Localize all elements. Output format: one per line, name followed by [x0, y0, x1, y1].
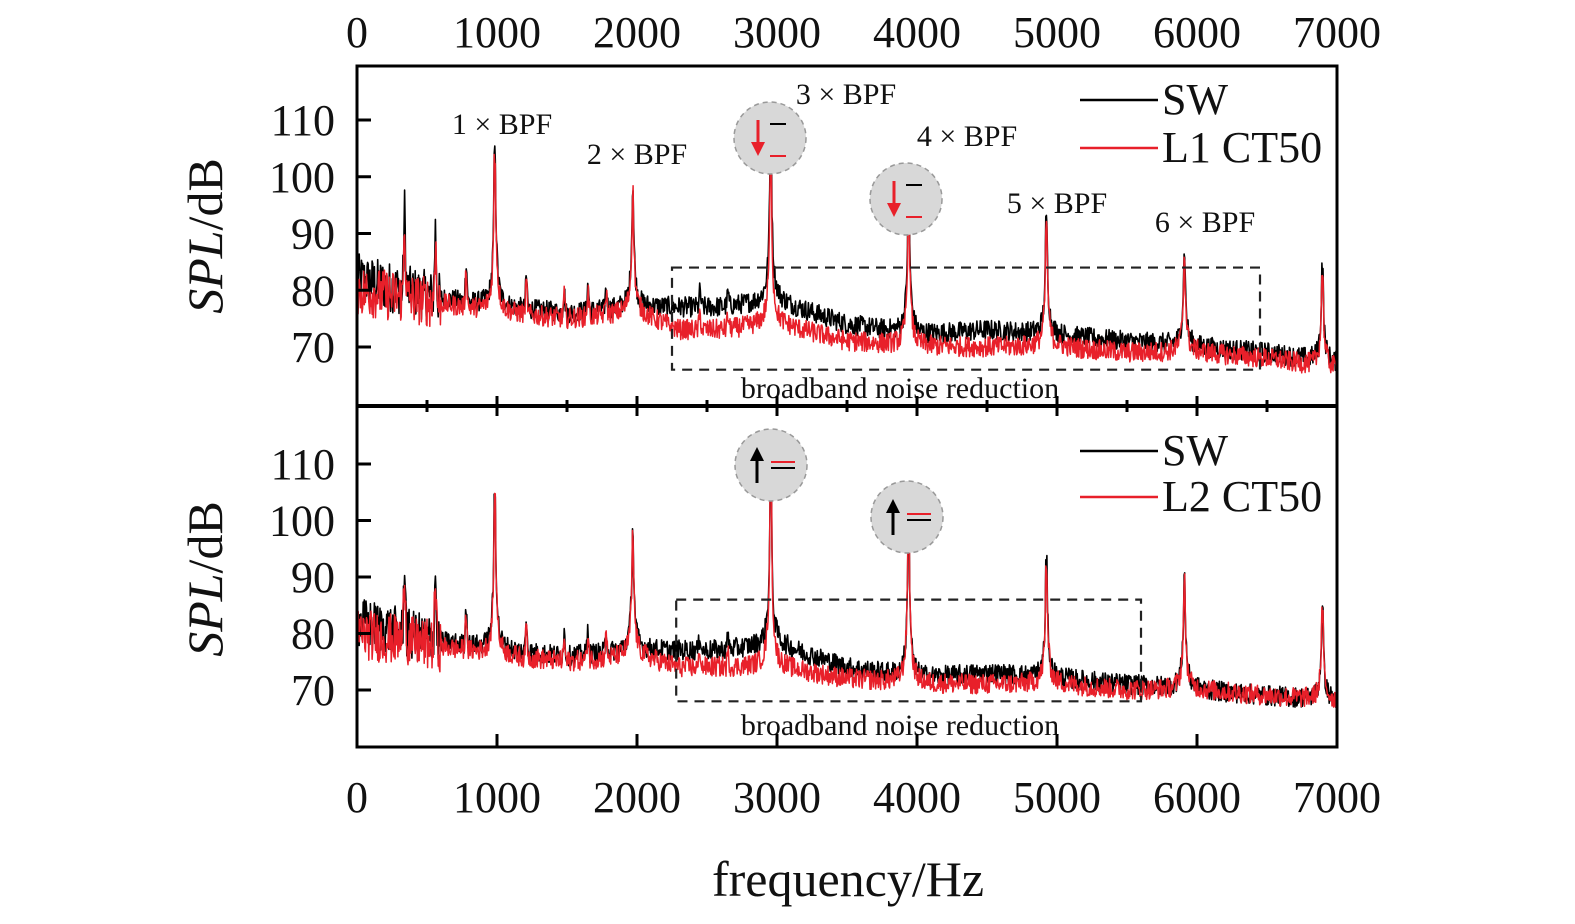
- down-arrow-head-icon: [751, 142, 765, 156]
- y-axis-title-bottom-unit: /dB: [177, 501, 233, 573]
- up-arrow-head-icon: [750, 447, 764, 461]
- panel-bottom-series: [356, 459, 1338, 709]
- y-tick-label-bottom-100: 100: [269, 497, 335, 546]
- y-axis-title-bottom-var: SPL: [177, 573, 233, 656]
- x-tick-label-bottom-5000: 5000: [1013, 773, 1101, 822]
- legend-label-top-0: SW: [1162, 75, 1228, 124]
- annotation-layer: broadband noise reduction 1 × BPF 2 × BPF 3…: [452, 75, 1322, 742]
- x-tick-label-top-0: 0: [346, 8, 368, 57]
- x-tick-label-top-5000: 5000: [1013, 8, 1101, 57]
- y-tick-label-bottom-90: 90: [291, 553, 335, 602]
- y-tick-label-bottom-70: 70: [291, 666, 335, 715]
- series-layer: [356, 129, 1338, 709]
- peak-label-6x-bpf: 6 × BPF: [1155, 206, 1255, 239]
- series-line-ct50-bottom: [356, 459, 1338, 708]
- peak-label-4x-bpf: 4 × BPF: [917, 120, 1017, 153]
- marker-circle: [734, 428, 808, 502]
- peak-label-1x-bpf: 1 × BPF: [452, 108, 552, 141]
- x-tick-label-bottom-0: 0: [346, 773, 368, 822]
- annotation-label-bottom: broadband noise reduction: [741, 709, 1059, 742]
- series-line-sw-top: [356, 129, 1338, 372]
- series-line-sw-bottom: [356, 470, 1338, 709]
- x-axis-title: frequency/Hz: [712, 851, 984, 907]
- y-tick-label-top-70: 70: [291, 323, 335, 372]
- legend-label-top-1: L1 CT50: [1162, 123, 1322, 172]
- legend-label-bottom-0: SW: [1162, 426, 1228, 475]
- y-tick-label-bottom-110: 110: [271, 440, 335, 489]
- x-tick-label-bottom-4000: 4000: [873, 773, 961, 822]
- y-axis-title-bottom: SPL/dB: [177, 501, 233, 657]
- x-tick-label-bottom-2000: 2000: [593, 773, 681, 822]
- y-tick-label-top-90: 90: [291, 210, 335, 259]
- trend-marker-top-1: [733, 101, 807, 175]
- trend-marker-bottom-2: [870, 480, 944, 554]
- x-tick-label-top-1000: 1000: [453, 8, 541, 57]
- y-tick-label-top-100: 100: [269, 153, 335, 202]
- annotation-box-top: [670, 266, 1262, 371]
- y-axis-title-top: SPL/dB: [177, 158, 233, 314]
- up-arrow-head-icon: [886, 499, 900, 513]
- x-tick-label-top-4000: 4000: [873, 8, 961, 57]
- x-tick-label-bottom-1000: 1000: [453, 773, 541, 822]
- x-tick-label-top-3000: 3000: [733, 8, 821, 57]
- down-arrow-head-icon: [887, 203, 901, 217]
- legend-label-bottom-1: L2 CT50: [1162, 472, 1322, 521]
- peak-label-2x-bpf: 2 × BPF: [587, 138, 687, 171]
- x-tick-label-bottom-3000: 3000: [733, 773, 821, 822]
- panel-top-series: [356, 129, 1338, 377]
- x-tick-label-bottom-6000: 6000: [1153, 773, 1241, 822]
- series-line-ct50-top: [356, 151, 1338, 377]
- marker-circle: [870, 480, 944, 554]
- annotation-box-bottom: [675, 598, 1143, 703]
- y-tick-label-top-80: 80: [291, 266, 335, 315]
- axes-layer: 7080901001107080901001100010001000200020…: [269, 8, 1381, 822]
- peak-label-3x-bpf: 3 × BPF: [796, 78, 896, 111]
- x-tick-label-top-6000: 6000: [1153, 8, 1241, 57]
- y-tick-label-top-110: 110: [271, 96, 335, 145]
- y-tick-label-bottom-80: 80: [291, 610, 335, 659]
- x-tick-label-top-2000: 2000: [593, 8, 681, 57]
- annotation-label-top: broadband noise reduction: [741, 372, 1059, 405]
- marker-circle: [733, 101, 807, 175]
- y-axis-title-top-unit: /dB: [177, 158, 233, 230]
- marker-circle: [869, 162, 943, 236]
- x-tick-label-bottom-7000: 7000: [1293, 773, 1381, 822]
- x-tick-label-top-7000: 7000: [1293, 8, 1381, 57]
- y-axis-title-top-var: SPL: [177, 230, 233, 313]
- trend-marker-top-2: [869, 162, 943, 236]
- peak-label-5x-bpf: 5 × BPF: [1007, 187, 1107, 220]
- trend-marker-bottom-1: [734, 428, 808, 502]
